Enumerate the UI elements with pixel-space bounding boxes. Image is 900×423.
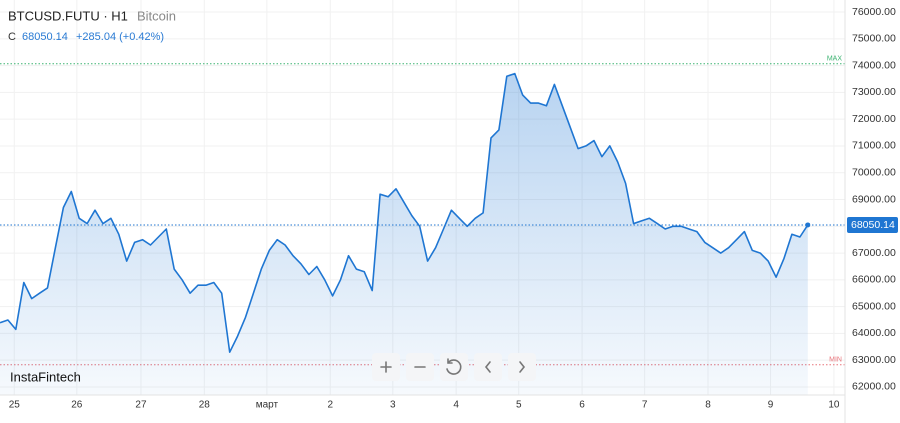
x-tick-label: 4: [453, 400, 459, 411]
y-tick-label: 74000.00: [852, 59, 896, 71]
x-tick-label: 27: [135, 400, 147, 411]
close-label: C: [8, 31, 16, 43]
x-tick-label: 7: [642, 400, 648, 411]
zoom-out-button[interactable]: [406, 353, 434, 381]
y-tick-label: 69000.00: [852, 193, 896, 205]
last-price: 68050.14: [22, 31, 68, 43]
x-tick-label: 2: [327, 400, 333, 411]
x-tick-label: март: [256, 400, 279, 411]
x-tick-label: 8: [705, 400, 711, 411]
y-tick-label: 63000.00: [852, 354, 896, 366]
y-tick-label: 71000.00: [852, 140, 896, 152]
price-line: [0, 72, 809, 353]
scroll-right-button[interactable]: [508, 353, 536, 381]
y-tick-label: 65000.00: [852, 300, 896, 312]
chart-subtitle: Bitcoin: [137, 8, 176, 23]
last-price-tag-label: 68050.14: [851, 219, 895, 231]
y-tick-label: 66000.00: [852, 274, 896, 286]
x-tick-label: 9: [768, 400, 774, 411]
y-tick-label: 67000.00: [852, 247, 896, 259]
level-label: MAX: [827, 56, 843, 63]
y-tick-label: 70000.00: [852, 167, 896, 179]
plot: [0, 63, 845, 395]
y-tick-label: 62000.00: [852, 381, 896, 393]
x-tick-label: 25: [9, 400, 21, 411]
x-tick-label: 10: [828, 400, 840, 411]
x-tick-label: 28: [199, 400, 211, 411]
last-point: [805, 222, 811, 228]
y-tick-label: 75000.00: [852, 33, 896, 45]
y-tick-label: 76000.00: [852, 6, 896, 18]
scroll-left-button[interactable]: [474, 353, 502, 381]
x-tick-label: 26: [71, 400, 83, 411]
chart-title: BTCUSD.FUTU · H1: [8, 8, 128, 23]
watermark: InstaFintech: [10, 369, 81, 384]
x-tick-label: 5: [516, 400, 522, 411]
last-price-tag: [847, 216, 898, 233]
x-tick-label: 6: [579, 400, 585, 411]
overlay: 62000.00 63000.00 64000.00 65000.00 66000.00…: [9, 6, 898, 411]
toolbar: [372, 353, 536, 381]
y-tick-label: 64000.00: [852, 327, 896, 339]
reset-button[interactable]: [440, 353, 468, 381]
price-change: +285.04 (+0.42%): [76, 31, 164, 43]
y-tick-label: 73000.00: [852, 86, 896, 98]
area-fill: [0, 73, 808, 395]
y-tick-label: 72000.00: [852, 113, 896, 125]
x-tick-label: 3: [390, 400, 396, 411]
level-label: MIN: [829, 357, 842, 364]
zoom-in-button[interactable]: [372, 353, 400, 381]
